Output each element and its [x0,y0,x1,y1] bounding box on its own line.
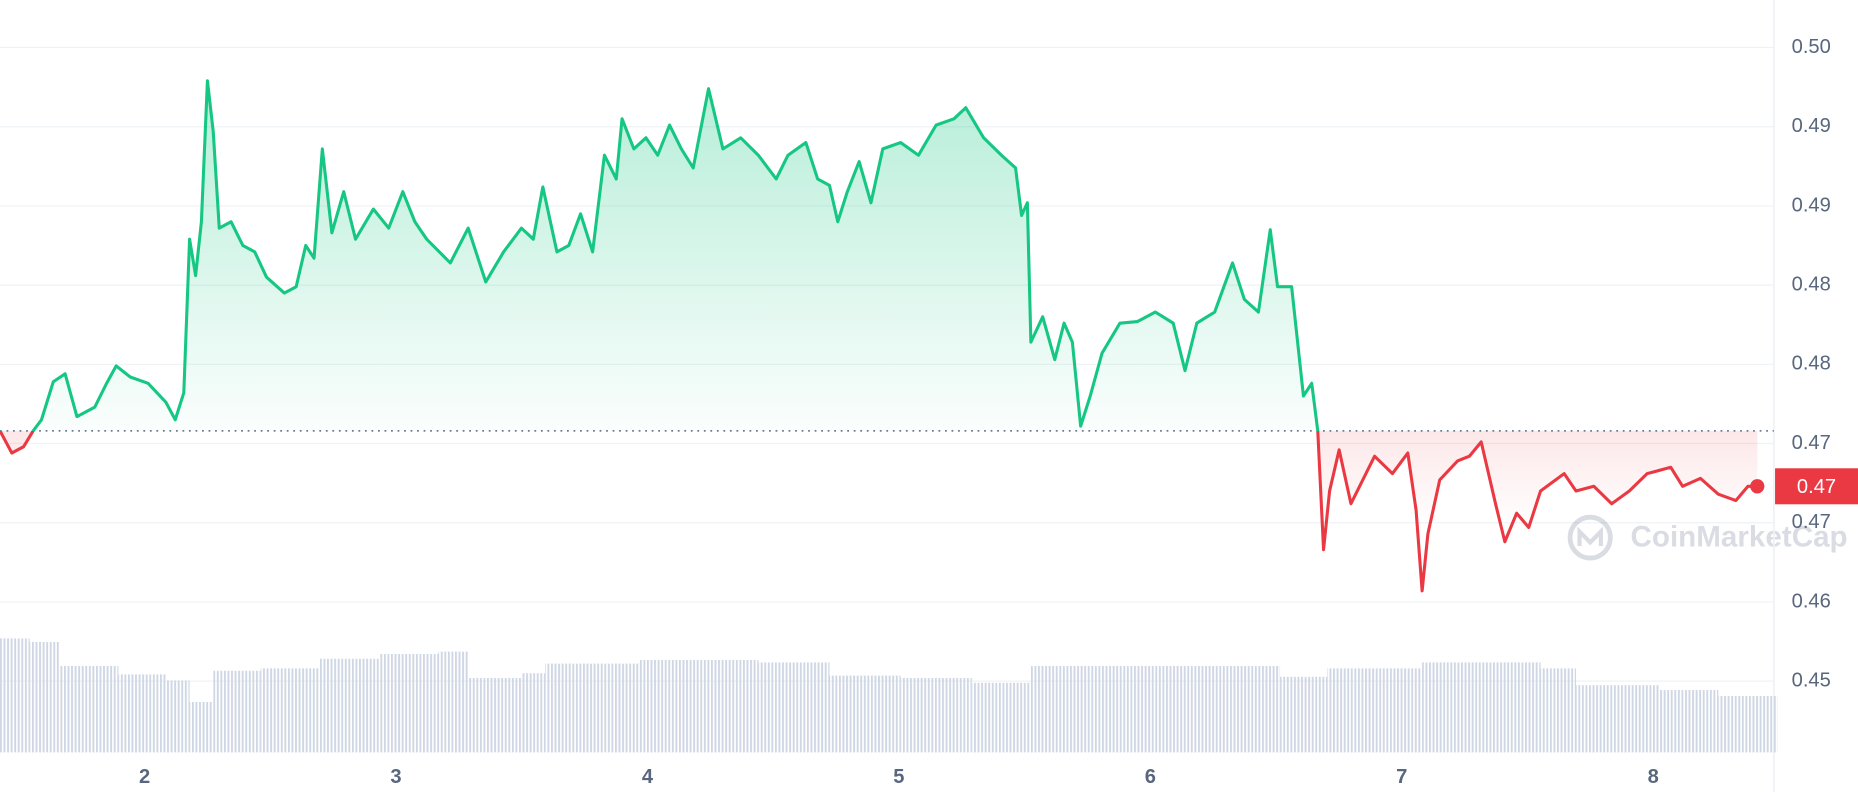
volume-bar [189,702,214,753]
y-tick-label: 0.47 [1792,432,1831,454]
volume-bar [118,674,166,753]
volume-bar [758,662,830,753]
x-tick-label: 2 [139,766,150,788]
price-area [0,80,1758,591]
x-tick-label: 8 [1648,766,1659,788]
last-point [1750,479,1765,494]
volume-bar [545,663,640,753]
volume-bar [1575,685,1659,753]
volume-bar [260,668,320,753]
volume-bar [900,678,972,753]
volume-bar [438,651,469,753]
y-tick-label: 0.50 [1792,36,1831,58]
x-tick-label: 3 [390,766,401,788]
volume-bar [829,675,901,753]
price-line [0,79,1758,593]
x-tick-label: 4 [642,766,654,788]
volume-bar [521,673,546,753]
volume-bar [213,670,261,753]
volume-bar [319,658,380,753]
volume-bar [1540,668,1576,753]
volume-bar [468,678,522,753]
y-tick-label: 0.49 [1792,194,1831,216]
x-tick-label: 6 [1145,766,1156,788]
volume-bar [379,654,439,753]
price-tag-label: 0.47 [1797,476,1836,498]
volume-bar [639,660,759,753]
y-tick-label: 0.46 [1792,590,1831,612]
volume-bar [59,666,119,753]
volume-bar [165,680,190,753]
price-tag [1775,468,1858,505]
y-tick-label: 0.48 [1792,353,1831,375]
y-tick-label: 0.47 [1792,511,1831,533]
y-tick-label: 0.45 [1792,669,1831,691]
volume-bar [1422,662,1541,753]
watermark: CoinMarketCap [1567,514,1848,561]
watermark-text: CoinMarketCap [1630,521,1847,554]
x-tick-label: 5 [893,766,904,788]
volume-bar [1658,690,1719,753]
x-tick-label: 7 [1396,766,1407,788]
volume-bar [1280,676,1328,753]
volume-bar [1718,696,1778,753]
volume-bar [29,642,60,753]
y-tick-label: 0.49 [1792,115,1831,137]
volume-bar [1327,668,1423,753]
y-tick-label: 0.48 [1792,273,1831,295]
volume-bar [0,638,30,753]
volume-bar [1030,666,1281,753]
volume-bar [971,682,1031,753]
